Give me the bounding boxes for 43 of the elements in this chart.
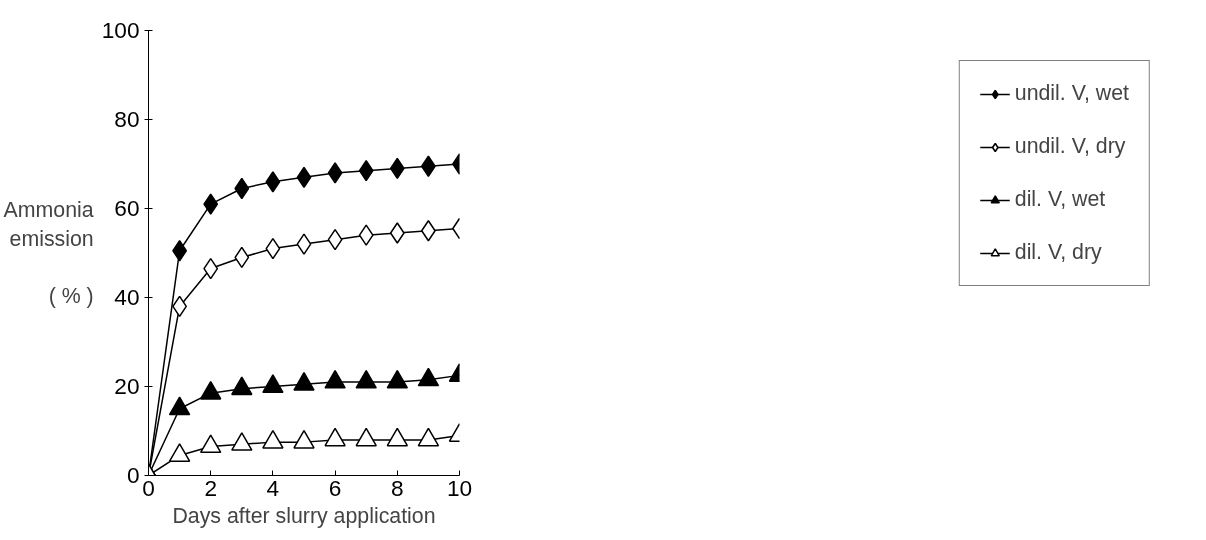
legend-label: dil. V, dry xyxy=(1014,240,1102,265)
text: Ammonia emission ( % ) xyxy=(3,197,94,309)
point xyxy=(293,371,315,391)
point xyxy=(324,369,346,389)
point xyxy=(417,427,440,447)
legend-label: undil. V, wet xyxy=(1014,81,1129,106)
point xyxy=(199,434,222,454)
point xyxy=(324,427,346,447)
point xyxy=(262,429,284,449)
x-tick-label: 8 xyxy=(391,474,404,501)
point xyxy=(231,376,253,396)
point xyxy=(262,374,284,394)
x-tick-label: 4 xyxy=(266,474,280,501)
point xyxy=(386,369,409,389)
point xyxy=(386,427,409,447)
point xyxy=(417,367,440,387)
y-tick-label: 100 xyxy=(101,17,140,43)
x-axis-title: Days after slurry application xyxy=(172,503,436,528)
point xyxy=(358,224,374,246)
y-tick-label: 40 xyxy=(114,284,140,310)
point xyxy=(296,233,312,255)
x-tick-label: 2 xyxy=(204,474,218,501)
x-tick-label: 10 xyxy=(446,474,473,501)
point xyxy=(231,432,253,451)
point xyxy=(420,220,436,242)
x-tick-label: 6 xyxy=(328,474,342,501)
point xyxy=(172,240,188,262)
y-tick-label: 20 xyxy=(114,373,140,399)
point xyxy=(199,380,222,400)
legend-label: undil. V, dry xyxy=(1014,134,1126,159)
point xyxy=(203,193,219,215)
point xyxy=(168,396,191,416)
point xyxy=(327,162,343,184)
point xyxy=(355,369,377,389)
point xyxy=(355,427,377,447)
point xyxy=(265,171,281,193)
point xyxy=(293,429,315,449)
y-tick-label: 80 xyxy=(114,106,140,132)
point xyxy=(420,155,436,177)
legend-label: dil. V, wet xyxy=(1014,187,1106,212)
y-tick-label: 60 xyxy=(114,195,140,221)
point xyxy=(389,222,405,244)
point xyxy=(168,443,191,462)
